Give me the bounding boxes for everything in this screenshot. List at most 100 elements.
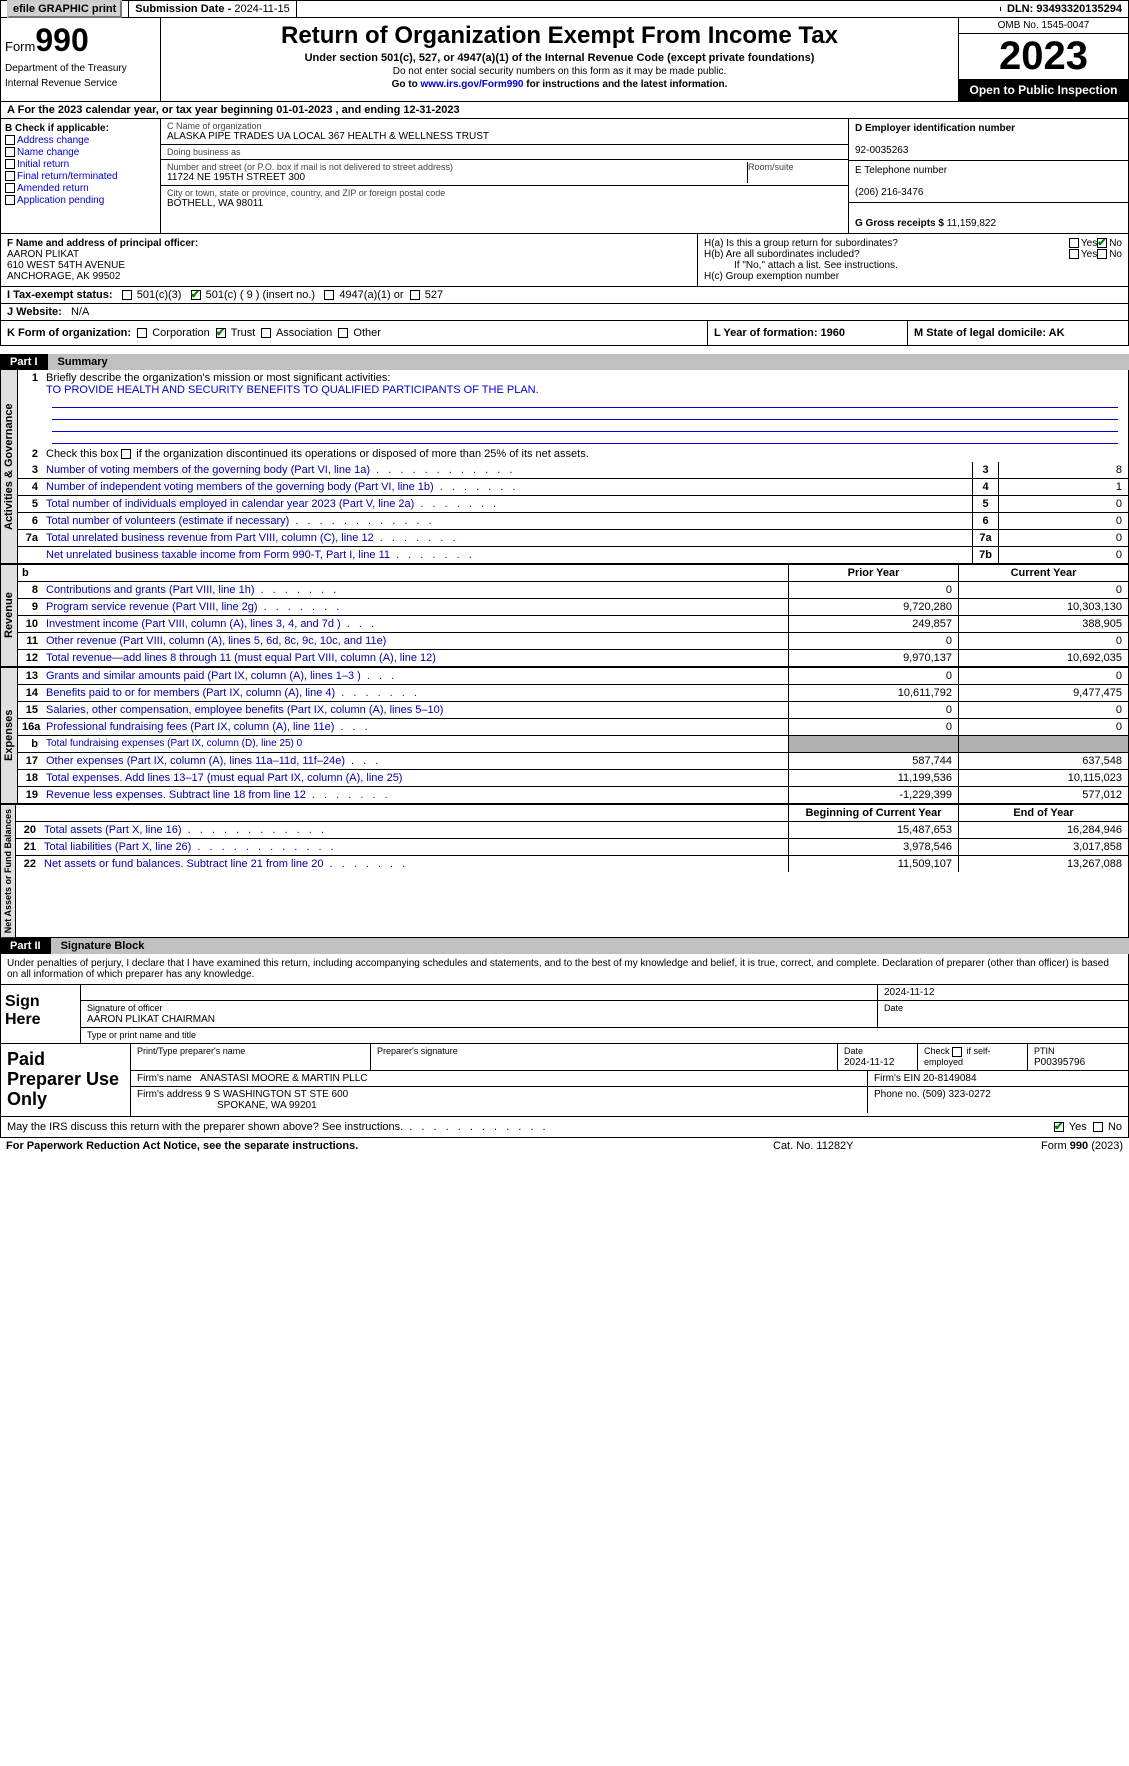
- line-13: 13Grants and similar amounts paid (Part …: [18, 668, 1128, 685]
- website-row: J Website: N/A: [0, 304, 1129, 321]
- dln: DLN: 93493320135294: [1001, 1, 1128, 17]
- line-15: 15Salaries, other compensation, employee…: [18, 702, 1128, 719]
- net-assets-section: Net Assets or Fund Balances Beginning of…: [0, 804, 1129, 938]
- cat-no: Cat. No. 11282Y: [773, 1140, 973, 1152]
- tab-activities: Activities & Governance: [1, 370, 18, 563]
- line-19: 19Revenue less expenses. Subtract line 1…: [18, 787, 1128, 803]
- chk-address-change[interactable]: Address change: [5, 135, 156, 146]
- line-5: 5Total number of individuals employed in…: [18, 496, 1128, 513]
- chk-amended-return[interactable]: Amended return: [5, 183, 156, 194]
- header-right: OMB No. 1545-0047 2023 Open to Public In…: [958, 18, 1128, 101]
- form990-link[interactable]: www.irs.gov/Form990: [420, 79, 523, 90]
- mission-text: TO PROVIDE HEALTH AND SECURITY BENEFITS …: [46, 384, 539, 396]
- chk-trust[interactable]: [216, 328, 226, 338]
- chk-final-return[interactable]: Final return/terminated: [5, 171, 156, 182]
- ha-no[interactable]: [1097, 238, 1107, 248]
- line-4: 4Number of independent voting members of…: [18, 479, 1128, 496]
- goto-line: Go to www.irs.gov/Form990 for instructio…: [165, 79, 954, 90]
- topbar-spacer: [297, 7, 1001, 11]
- efile-button[interactable]: efile GRAPHIC print: [7, 0, 122, 18]
- irs-label: Internal Revenue Service: [5, 78, 156, 89]
- phone-value: (206) 216-3476: [855, 187, 923, 198]
- line-16b: bTotal fundraising expenses (Part IX, co…: [18, 736, 1128, 753]
- part-2-header: Part II Signature Block: [0, 938, 1129, 954]
- discuss-yes[interactable]: [1054, 1122, 1064, 1132]
- form-header: Form990 Department of the Treasury Inter…: [0, 18, 1129, 102]
- chk-527[interactable]: [410, 290, 420, 300]
- tab-expenses: Expenses: [1, 668, 18, 803]
- col-c: C Name of organization ALASKA PIPE TRADE…: [161, 119, 848, 233]
- chk-assoc[interactable]: [261, 328, 271, 338]
- line-11: 11Other revenue (Part VIII, column (A), …: [18, 633, 1128, 650]
- paperwork-notice: For Paperwork Reduction Act Notice, see …: [6, 1140, 773, 1152]
- dba-row: Doing business as: [161, 145, 848, 160]
- sign-here-block: Sign Here 2024-11-12 Signature of office…: [0, 985, 1129, 1044]
- tax-year-range: A For the 2023 calendar year, or tax yea…: [0, 102, 1129, 119]
- na-header: Beginning of Current YearEnd of Year: [16, 805, 1128, 822]
- part-1-header: Part I Summary: [0, 354, 1129, 370]
- open-public: Open to Public Inspection: [959, 79, 1128, 101]
- address-row: Number and street (or P.O. box if mail i…: [161, 160, 848, 186]
- tax-year: 2023: [959, 34, 1128, 79]
- chk-name-change[interactable]: Name change: [5, 147, 156, 158]
- top-bar: efile GRAPHIC print Submission Date - 20…: [0, 0, 1129, 18]
- header-left: Form990 Department of the Treasury Inter…: [1, 18, 161, 101]
- b-header: B Check if applicable:: [5, 123, 156, 134]
- line-14: 14Benefits paid to or for members (Part …: [18, 685, 1128, 702]
- firm-ein: Firm's EIN 20-8149084: [868, 1071, 1128, 1086]
- chk-501c[interactable]: [191, 290, 201, 300]
- chk-501c3[interactable]: [122, 290, 132, 300]
- submission-date: Submission Date - 2024-11-15: [129, 1, 296, 17]
- ein-row: D Employer identification number 92-0035…: [849, 119, 1128, 161]
- gross-receipts: 11,159,822: [947, 218, 996, 229]
- revenue-section: Revenue bPrior YearCurrent Year 8Contrib…: [0, 564, 1129, 667]
- page-footer: For Paperwork Reduction Act Notice, see …: [0, 1138, 1129, 1154]
- tab-net-assets: Net Assets or Fund Balances: [1, 805, 16, 937]
- phone-row: E Telephone number (206) 216-3476: [849, 161, 1128, 203]
- row-fh: F Name and address of principal officer:…: [0, 234, 1129, 287]
- line-7a: 7aTotal unrelated business revenue from …: [18, 530, 1128, 547]
- hb-no[interactable]: [1097, 249, 1107, 259]
- discuss-no[interactable]: [1093, 1122, 1103, 1132]
- firm-phone: Phone no. (509) 323-0272: [868, 1087, 1128, 1113]
- line-17: 17Other expenses (Part IX, column (A), l…: [18, 753, 1128, 770]
- form-ref: Form 990 (2023): [973, 1140, 1123, 1152]
- chk-application-pending[interactable]: Application pending: [5, 195, 156, 206]
- state-domicile: M State of legal domicile: AK: [908, 321, 1128, 345]
- chk-other[interactable]: [338, 328, 348, 338]
- chk-discontinued[interactable]: [121, 449, 131, 459]
- hb-yes[interactable]: [1069, 249, 1079, 259]
- ha-yes[interactable]: [1069, 238, 1079, 248]
- line-1: 1 Briefly describe the organization's mi…: [18, 370, 1128, 446]
- street-address: 11724 NE 195TH STREET 300: [167, 172, 741, 183]
- chk-corp[interactable]: [137, 328, 147, 338]
- chk-initial-return[interactable]: Initial return: [5, 159, 156, 170]
- chk-4947[interactable]: [324, 290, 334, 300]
- form-subtitle: Under section 501(c), 527, or 4947(a)(1)…: [165, 52, 954, 64]
- chk-self-employed[interactable]: [952, 1047, 962, 1057]
- form-number: Form990: [5, 22, 156, 59]
- website-value: N/A: [71, 306, 89, 318]
- dept-treasury: Department of the Treasury: [5, 63, 156, 74]
- sig-date: 2024-11-12: [878, 985, 1128, 1000]
- line-21: 21Total liabilities (Part X, line 26)3,9…: [16, 839, 1128, 856]
- efile-print: efile GRAPHIC print: [1, 1, 129, 17]
- form-title: Return of Organization Exempt From Incom…: [165, 22, 954, 50]
- line-3: 3Number of voting members of the governi…: [18, 462, 1128, 479]
- rev-header: bPrior YearCurrent Year: [18, 565, 1128, 582]
- omb-number: OMB No. 1545-0047: [959, 18, 1128, 34]
- gross-receipts-row: G Gross receipts $ 11,159,822: [849, 203, 1128, 233]
- firm-name: Firm's name ANASTASI MOORE & MARTIN PLLC: [131, 1071, 868, 1086]
- line-12: 12Total revenue—add lines 8 through 11 (…: [18, 650, 1128, 666]
- line-18: 18Total expenses. Add lines 13–17 (must …: [18, 770, 1128, 787]
- line-8: 8Contributions and grants (Part VIII, li…: [18, 582, 1128, 599]
- officer-signature: Signature of officer AARON PLIKAT CHAIRM…: [81, 1001, 878, 1027]
- tab-revenue: Revenue: [1, 565, 18, 666]
- line-7b: Net unrelated business taxable income fr…: [18, 547, 1128, 563]
- header-mid: Return of Organization Exempt From Incom…: [161, 18, 958, 101]
- info-grid: B Check if applicable: Address change Na…: [0, 119, 1129, 234]
- line-6: 6Total number of volunteers (estimate if…: [18, 513, 1128, 530]
- sign-here-label: Sign Here: [1, 985, 81, 1043]
- line-20: 20Total assets (Part X, line 16)15,487,6…: [16, 822, 1128, 839]
- ptin: P00395796: [1034, 1057, 1085, 1068]
